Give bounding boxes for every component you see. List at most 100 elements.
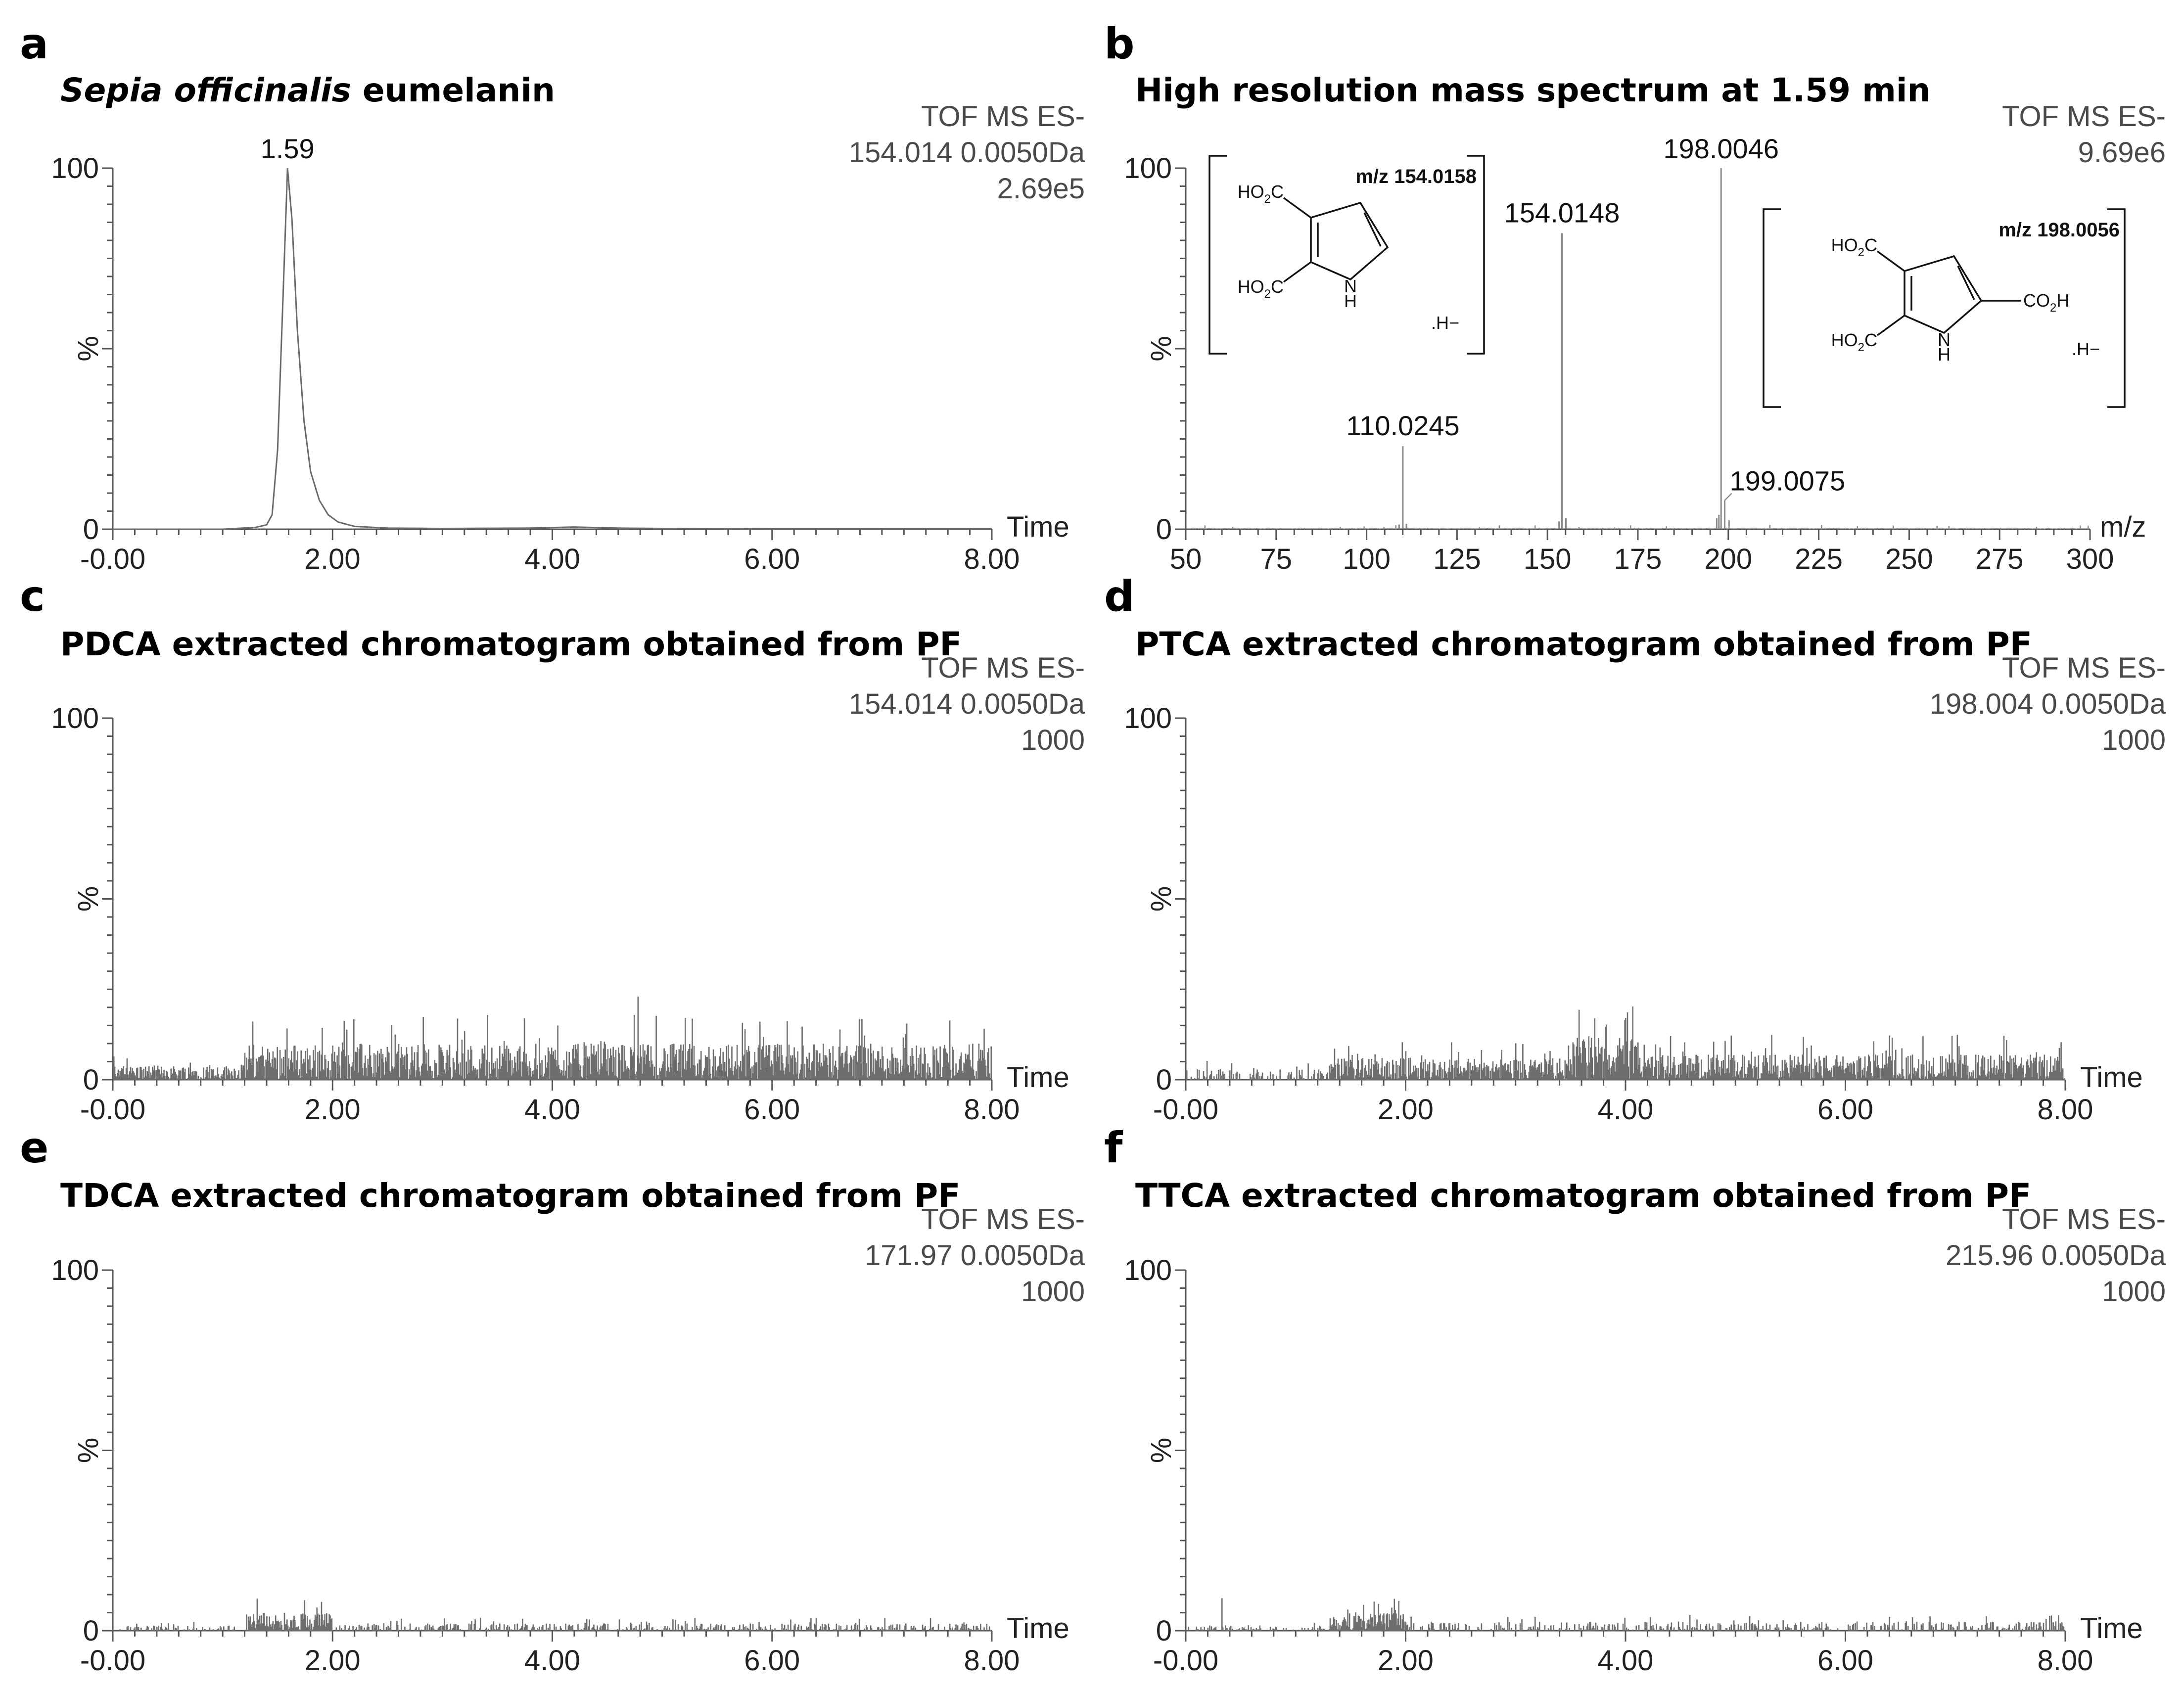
- bracket-left: [1208, 155, 1227, 355]
- x-tick-label: 50: [1170, 543, 1202, 575]
- x-tick-label: 6.00: [744, 1645, 800, 1677]
- pyrrole-ring: [1310, 201, 1389, 281]
- info-line: TOF MS ES-: [2002, 1203, 2166, 1235]
- y-axis-label: %: [72, 336, 104, 362]
- x-tick-label: 200: [1704, 543, 1752, 575]
- x-tick-label: -0.00: [80, 1645, 145, 1677]
- bracket-right: [1467, 155, 1485, 355]
- info-line: 1000: [2102, 1276, 2166, 1308]
- chem-atom: N: [1938, 329, 1951, 350]
- chromatogram-trace: [1188, 1598, 2065, 1631]
- x-axis-label: Time: [2080, 1612, 2143, 1645]
- double-bond: [1957, 266, 1975, 300]
- peak-label: 1.59: [261, 133, 315, 164]
- x-tick-label: 4.00: [524, 543, 580, 575]
- panel-c: c PDCA extracted chromatogram obtained fr…: [20, 572, 1085, 1126]
- x-tick-label: -0.00: [80, 543, 145, 575]
- panel-title-italic: Sepia officinalis: [60, 71, 351, 109]
- info-line: 1000: [1021, 1276, 1085, 1308]
- info-line: 154.014 0.0050Da: [849, 688, 1085, 720]
- info-line: TOF MS ES-: [921, 100, 1085, 133]
- bracket-left: [1763, 208, 1781, 408]
- x-tick-label: 2.00: [305, 1094, 361, 1126]
- structure-mz-label: m/z 154.0158: [1355, 166, 1477, 187]
- panel-title-text: eumelanin: [351, 71, 555, 109]
- chem-charge: .H−: [1431, 313, 1459, 333]
- x-tick-label: 4.00: [1598, 1645, 1654, 1677]
- info-line: TOF MS ES-: [2002, 652, 2166, 684]
- chem-group: HO2C: [1831, 235, 1877, 259]
- panel-title-c: PDCA extracted chromatogram obtained fro…: [60, 625, 962, 663]
- y-tick-label: 100: [1124, 152, 1172, 184]
- y-tick-label: 0: [83, 1615, 99, 1647]
- x-tick-label: 75: [1260, 543, 1293, 575]
- x-tick-label: 4.00: [524, 1645, 580, 1677]
- panel-title-a: Sepia officinalis eumelanin: [60, 71, 555, 109]
- bracket-right: [2107, 208, 2126, 408]
- y-tick-label: 0: [1156, 1615, 1172, 1647]
- panel-title-e: TDCA extracted chromatogram obtained fro…: [60, 1177, 960, 1215]
- info-line: 2.69e5: [997, 173, 1085, 205]
- x-tick-label: 275: [1976, 543, 2024, 575]
- peak-label: 154.0148: [1504, 197, 1620, 228]
- info-line: 154.014 0.0050Da: [849, 137, 1085, 169]
- chem-group: CO2H: [2023, 290, 2069, 315]
- panel-title-b: High resolution mass spectrum at 1.59 mi…: [1135, 71, 1930, 109]
- panel-letter-c: c: [20, 572, 45, 621]
- y-tick-label: 100: [51, 1254, 99, 1286]
- peak-label: 110.0245: [1346, 410, 1459, 441]
- chromatogram-trace: [1186, 1006, 2065, 1080]
- info-line: TOF MS ES-: [921, 652, 1085, 684]
- x-tick-label: 250: [1885, 543, 1933, 575]
- x-tick-label: 8.00: [2038, 1094, 2093, 1126]
- x-tick-label: 2.00: [305, 543, 361, 575]
- info-line: 1000: [2102, 724, 2166, 756]
- chem-atom: H: [1344, 291, 1357, 311]
- chem-atom: N: [1344, 276, 1357, 296]
- series-line: [113, 168, 992, 530]
- x-tick-label: 2.00: [1378, 1094, 1434, 1126]
- y-tick-label: 100: [51, 152, 99, 184]
- x-tick-label: 4.00: [1598, 1094, 1654, 1126]
- structure-pdca: m/z 154.0158 HO2C HO2C NH .H−: [1208, 155, 1485, 355]
- panel-title-text: PDCA extracted chromatogram obtained fro…: [60, 625, 962, 663]
- bond: [1283, 197, 1312, 219]
- x-tick-label: 6.00: [744, 543, 800, 575]
- info-line: 171.97 0.0050Da: [865, 1239, 1085, 1272]
- panel-letter-a: a: [20, 19, 48, 69]
- x-tick-label: 2.00: [1378, 1645, 1434, 1677]
- x-tick-label: 6.00: [1817, 1094, 1873, 1126]
- info-line: 1000: [1021, 724, 1085, 756]
- x-tick-label: 125: [1433, 543, 1481, 575]
- x-tick-label: 300: [2066, 543, 2114, 575]
- bond: [1876, 315, 1905, 336]
- x-tick-label: 8.00: [2038, 1645, 2093, 1677]
- panel-title-text: High resolution mass spectrum at 1.59 mi…: [1135, 71, 1930, 109]
- peak-label: 198.0046: [1663, 133, 1779, 164]
- panel-letter-b: b: [1104, 19, 1135, 69]
- x-tick-label: 175: [1614, 543, 1662, 575]
- panel-f: f TTCA extracted chromatogram obtained fr…: [1104, 1123, 2166, 1677]
- y-tick-label: 100: [51, 702, 99, 734]
- peak-leader: [1724, 493, 1732, 501]
- info-line: TOF MS ES-: [2002, 100, 2166, 133]
- x-tick-label: -0.00: [1153, 1094, 1218, 1126]
- chem-group: HO2C: [1831, 330, 1877, 354]
- structure-ptca: m/z 198.0056 HO2C HO2C CO2H NH .H−: [1763, 208, 2126, 408]
- y-tick-label: 100: [1124, 702, 1172, 734]
- x-tick-label: 6.00: [1817, 1645, 1873, 1677]
- y-axis-label: %: [1145, 336, 1177, 362]
- chem-group: HO2C: [1238, 182, 1284, 206]
- double-bond: [1363, 212, 1382, 247]
- y-tick-label: 0: [1156, 513, 1172, 546]
- chromatogram-trace: [113, 996, 992, 1080]
- panel-letter-e: e: [20, 1123, 48, 1173]
- x-tick-label: 6.00: [744, 1094, 800, 1126]
- peak-label: 199.0075: [1730, 465, 1846, 497]
- x-tick-label: -0.00: [1153, 1645, 1218, 1677]
- x-axis-label: Time: [1007, 1612, 1069, 1645]
- chem-group: HO2C: [1238, 276, 1284, 301]
- y-tick-label: 0: [1156, 1064, 1172, 1096]
